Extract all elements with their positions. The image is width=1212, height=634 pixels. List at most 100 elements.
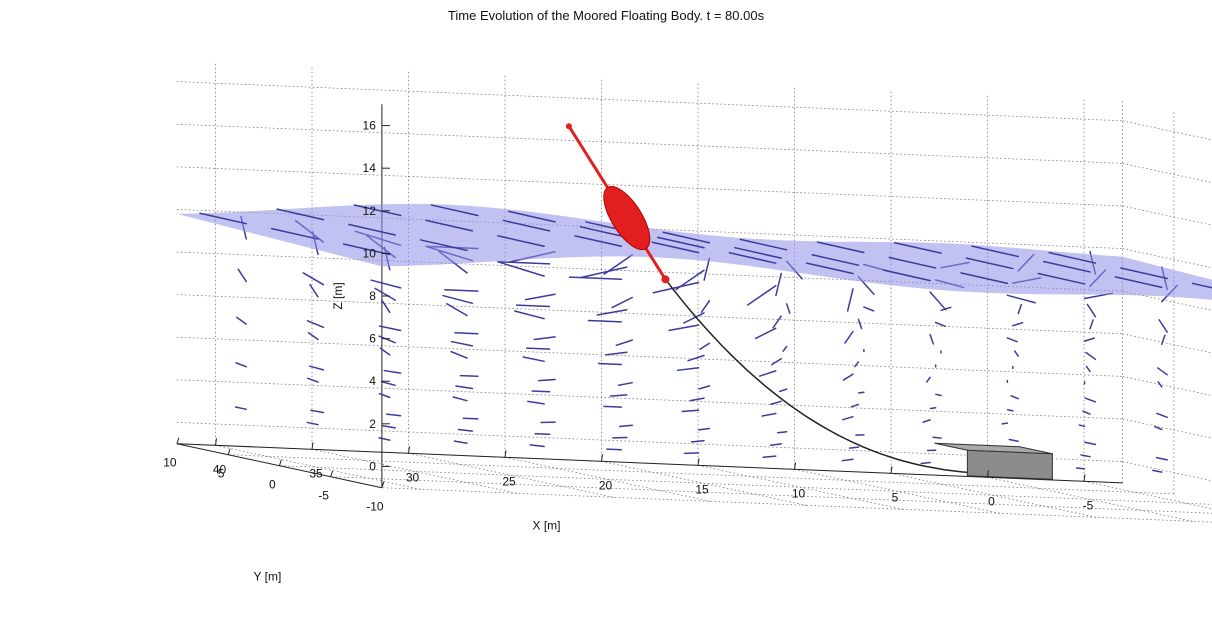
chart-title: Time Evolution of the Moored Floating Bo… (447, 8, 765, 23)
axis-labels: Z [m] X [m] Y [m] (254, 282, 561, 583)
grid-z-back (176, 81, 1123, 122)
y-tick-mark (278, 459, 282, 466)
velocity-vector (617, 381, 633, 387)
velocity-vector (615, 339, 633, 347)
velocity-vector (1080, 454, 1091, 458)
velocity-vector (609, 394, 628, 397)
velocity-vector-surface (199, 212, 247, 225)
grid-z-side (1122, 163, 1212, 183)
velocity-vector (1157, 381, 1163, 388)
velocity-vector (379, 347, 391, 356)
velocity-vector (754, 327, 777, 340)
buoy-fairlead (661, 275, 670, 284)
velocity-vector-surface (728, 251, 777, 264)
x-tick-label: 20 (599, 478, 613, 492)
x-tick-label: 35 (309, 466, 323, 480)
velocity-vector (513, 310, 545, 320)
velocity-vector (1008, 438, 1019, 443)
velocity-vector-surface (739, 238, 788, 251)
velocity-vector-surface (579, 226, 628, 239)
velocity-vector (770, 357, 782, 366)
velocity-vector (1013, 350, 1019, 357)
velocity-vector (700, 299, 711, 314)
velocity-vector (690, 439, 705, 443)
velocity-vector (668, 324, 700, 332)
velocity-vector (842, 373, 854, 381)
x-tick-mark (890, 466, 893, 474)
z-tick-label: 12 (363, 204, 377, 218)
velocity-vector (378, 392, 391, 399)
velocity-vector (603, 405, 623, 408)
velocity-vector (850, 403, 860, 408)
velocity-vector (1155, 456, 1168, 461)
velocity-vector (537, 378, 556, 382)
x-tick-mark (408, 446, 410, 454)
velocity-vector (1006, 294, 1037, 304)
velocity-vector (606, 448, 623, 451)
velocity-vector-surface (1037, 272, 1086, 285)
x-tick-mark (504, 450, 507, 458)
x-tick-mark (794, 462, 796, 470)
grid-z-back (176, 422, 1123, 462)
velocity-vector (1086, 303, 1097, 318)
grid-z-back (176, 336, 1123, 377)
velocity-vector (1010, 395, 1019, 400)
velocity-vector (652, 281, 700, 294)
velocity-vector-surface (734, 246, 782, 259)
velocity-vector (442, 294, 474, 305)
velocity-vector (762, 455, 777, 459)
velocity-vector (454, 332, 479, 335)
velocity-vector-surface (888, 256, 937, 269)
velocity-vector (782, 345, 788, 352)
velocity-vector (534, 432, 551, 436)
grid-z-side (1122, 205, 1212, 226)
velocity-vector-surface (353, 204, 402, 217)
velocity-vector (1078, 424, 1086, 428)
velocity-vector (857, 318, 863, 330)
velocity-vector (1017, 303, 1023, 315)
x-tick-label: 5 (892, 490, 899, 504)
z-tick-label: 16 (363, 119, 377, 133)
anchor-block-top (934, 442, 1053, 455)
velocity-vector (1083, 337, 1096, 342)
grid-z-side (1122, 376, 1212, 396)
velocity-vector (854, 361, 860, 368)
mooring-cable (664, 278, 994, 475)
velocity-vector (378, 325, 402, 332)
velocity-vector (310, 409, 325, 414)
grid-x-floor (215, 444, 421, 490)
grid-x-floor (1083, 480, 1212, 510)
grid-z-side (1122, 333, 1212, 354)
velocity-vector (761, 412, 777, 417)
grid-x-floor (987, 476, 1193, 522)
velocity-vector (922, 419, 931, 423)
velocity-vector (457, 428, 474, 432)
z-tick-label: 0 (369, 459, 376, 473)
velocity-vector (307, 331, 319, 341)
velocity-vector (385, 413, 402, 417)
velocity-vector (587, 319, 623, 323)
y-tick-label: 5 (218, 467, 225, 481)
velocity-vector (785, 303, 791, 314)
velocity-vector (698, 385, 711, 390)
velocity-vector-surface (276, 208, 325, 221)
x-axis-line (176, 443, 1123, 484)
velocity-vector (308, 365, 325, 371)
velocity-vector (452, 396, 468, 402)
velocity-vector (568, 276, 623, 281)
velocity-vector-surface (507, 210, 556, 223)
velocity-vector-surface (1191, 282, 1212, 289)
velocity-vector (450, 340, 474, 347)
x-tick-mark (215, 438, 217, 446)
velocity-vector-surface (1042, 260, 1091, 273)
velocity-vector (235, 362, 247, 368)
grid-z-back (176, 294, 1123, 335)
velocity-vector (1084, 441, 1097, 446)
velocity-vector (863, 306, 875, 312)
velocity-vector (611, 296, 633, 309)
velocity-vector (681, 409, 700, 413)
velocity-vector-surface (348, 223, 396, 236)
z-tick-label: 10 (363, 246, 377, 260)
velocity-vector (605, 351, 628, 356)
velocity-vector (236, 316, 247, 325)
